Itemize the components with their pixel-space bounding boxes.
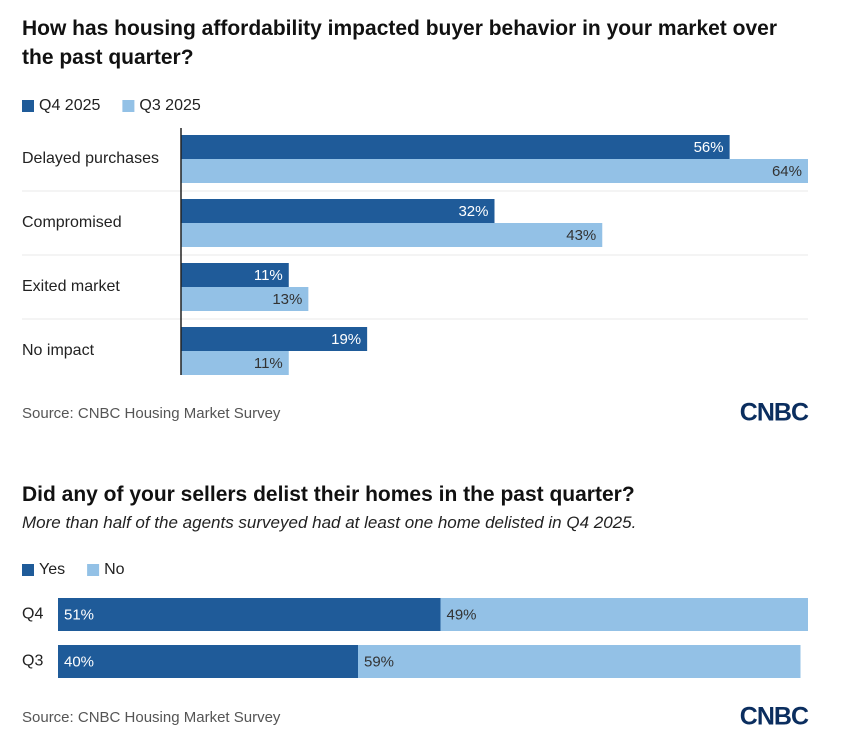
category-label: No impact [22, 342, 95, 359]
category-label: Exited market [22, 278, 120, 295]
bar [181, 287, 309, 311]
bar-segment [58, 645, 358, 678]
value-label: 11% [254, 267, 283, 284]
legend-swatch [22, 100, 34, 112]
legend-label: Yes [39, 561, 65, 578]
bar [181, 135, 730, 159]
chart-title: Did any of your sellers delist their hom… [22, 483, 635, 506]
legend-swatch [87, 564, 100, 576]
bar-segment [58, 598, 441, 631]
chart-subtitle: More than half of the agents surveyed ha… [22, 513, 637, 532]
value-label: 56% [694, 139, 724, 156]
category-label: Q3 [22, 653, 43, 670]
chart-title: How has housing affordability impacted b… [22, 17, 777, 69]
value-label: 43% [566, 227, 596, 244]
value-label: 19% [331, 331, 361, 348]
legend-swatch [22, 564, 34, 576]
bar-segment [358, 645, 801, 678]
bar [181, 223, 603, 247]
category-label: Q4 [22, 606, 43, 623]
value-label: 40% [64, 653, 94, 670]
bar [181, 263, 289, 287]
logo: CNBC [740, 703, 809, 731]
value-label: 51% [64, 606, 94, 623]
legend-label: No [104, 561, 125, 578]
bar [181, 159, 808, 183]
category-label: Delayed purchases [22, 150, 159, 167]
category-label: Compromised [22, 214, 122, 231]
source: Source: CNBC Housing Market Survey [22, 405, 281, 422]
value-label: 59% [364, 653, 394, 670]
bar-segment [440, 598, 808, 631]
source: Source: CNBC Housing Market Survey [22, 709, 281, 726]
value-label: 49% [447, 606, 477, 623]
value-label: 64% [772, 163, 802, 180]
value-label: 32% [458, 203, 488, 220]
bar [181, 351, 289, 375]
logo: CNBC [740, 399, 809, 427]
legend-swatch [122, 100, 135, 112]
legend-label: Q4 2025 [39, 97, 100, 114]
bar [181, 199, 495, 223]
bar [181, 327, 368, 351]
value-label: 11% [254, 355, 283, 372]
value-label: 13% [272, 291, 302, 308]
legend-label: Q3 2025 [139, 97, 200, 114]
